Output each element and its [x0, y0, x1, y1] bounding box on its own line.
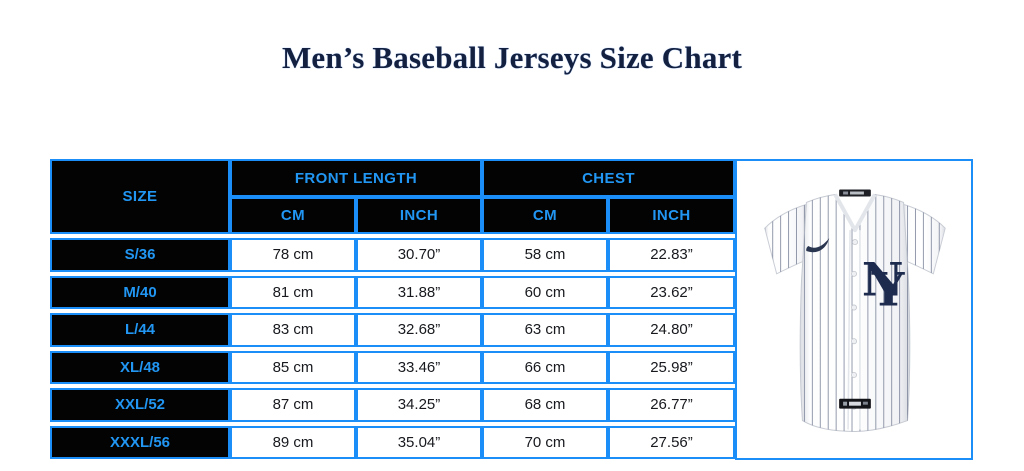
front-length-cm: 87 cm [230, 388, 356, 422]
front-length-inch: 32.68” [356, 313, 482, 347]
size-label: XL/48 [50, 350, 230, 384]
front-length-cm: 85 cm [230, 350, 356, 384]
jersey-torso [799, 193, 911, 432]
jersey-button [851, 304, 857, 311]
front-length-cm: 83 cm [230, 313, 356, 347]
size-table: SIZE FRONT LENGTH CHEST CM INCH CM INCH … [50, 159, 735, 460]
chest-inch: 22.83” [608, 238, 735, 272]
yankees-pinstripe-jersey-image: N Y [764, 189, 946, 432]
size-label: L/44 [50, 313, 230, 347]
chest-inch: 26.77” [608, 388, 735, 422]
table-row: XXL/52 87 cm 34.25” 68 cm 26.77” [50, 388, 735, 422]
table-row: S/36 78 cm 30.70” 58 cm 22.83” [50, 238, 735, 272]
jersey-placket [847, 230, 861, 430]
chest-inch: 25.98” [608, 350, 735, 384]
chest-cm: 63 cm [482, 313, 608, 347]
front-length-inch: 34.25” [356, 388, 482, 422]
jersey-collar [833, 193, 877, 233]
table-header: SIZE FRONT LENGTH CHEST CM INCH CM INCH [50, 159, 735, 234]
header-chest: CHEST [482, 159, 735, 197]
jersey-button [851, 371, 857, 378]
front-length-cm: 81 cm [230, 275, 356, 309]
jersey-sleeves [764, 203, 946, 275]
jersey-image-panel: N Y [735, 159, 973, 460]
size-chart-container: SIZE FRONT LENGTH CHEST CM INCH CM INCH … [50, 159, 973, 460]
ny-logo-y: Y [871, 263, 905, 317]
size-label: M/40 [50, 275, 230, 309]
chest-cm: 58 cm [482, 238, 608, 272]
neck-label-mark [843, 191, 849, 195]
front-length-inch: 33.46” [356, 350, 482, 384]
table-row: XL/48 85 cm 33.46” 66 cm 25.98” [50, 350, 735, 384]
front-length-inch: 35.04” [356, 425, 482, 459]
front-length-cm: 78 cm [230, 238, 356, 272]
nike-swoosh-icon [806, 238, 830, 253]
ny-logo-n: N [862, 253, 904, 307]
jock-tag [839, 398, 871, 409]
chest-cm: 60 cm [482, 275, 608, 309]
header-chest-inch: INCH [608, 197, 735, 234]
header-front-cm: CM [230, 197, 356, 234]
front-length-cm: 89 cm [230, 425, 356, 459]
jersey-button [852, 239, 858, 246]
size-label: XXL/52 [50, 388, 230, 422]
jersey-button [851, 338, 857, 345]
chest-cm: 68 cm [482, 388, 608, 422]
table-row: L/44 83 cm 32.68” 63 cm 24.80” [50, 313, 735, 347]
page-title: Men’s Baseball Jerseys Size Chart [281, 40, 743, 75]
table-row: XXXL/56 89 cm 35.04” 70 cm 27.56” [50, 425, 735, 459]
chest-inch: 24.80” [608, 313, 735, 347]
chest-inch: 27.56” [608, 425, 735, 459]
front-length-inch: 30.70” [356, 238, 482, 272]
size-label: XXXL/56 [50, 425, 230, 459]
neck-label-mark [850, 191, 864, 195]
size-label: S/36 [50, 238, 230, 272]
header-size: SIZE [50, 159, 230, 234]
header-front-length: FRONT LENGTH [230, 159, 482, 197]
chest-cm: 66 cm [482, 350, 608, 384]
jersey-button [851, 270, 857, 277]
front-length-inch: 31.88” [356, 275, 482, 309]
chest-cm: 70 cm [482, 425, 608, 459]
header-chest-cm: CM [482, 197, 608, 234]
size-chart-page: Men’s Baseball Jerseys Size Chart SIZE F… [0, 40, 1024, 471]
header-front-inch: INCH [356, 197, 482, 234]
table-row: M/40 81 cm 31.88” 60 cm 23.62” [50, 275, 735, 309]
ny-logo: N Y [862, 253, 905, 317]
chest-inch: 23.62” [608, 275, 735, 309]
